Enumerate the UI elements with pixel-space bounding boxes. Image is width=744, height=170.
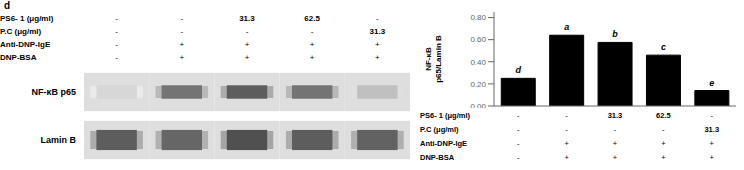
svg-text:e: e	[709, 78, 714, 88]
html-text:31.3: 31.3	[369, 27, 386, 36]
html-text:31.3: 31.3	[607, 110, 623, 120]
html-text:31.3: 31.3	[239, 14, 255, 23]
html-text:62.5: 62.5	[304, 14, 320, 23]
svg-text:a: a	[564, 22, 569, 32]
html-text:DNP-BSA: DNP-BSA	[420, 152, 455, 162]
html-text:Anti-DNP-IgE: Anti-DNP-IgE	[420, 138, 468, 148]
html-text:P.C (μg/ml): P.C (μg/ml)	[0, 27, 42, 36]
svg-text:0.20: 0.20	[470, 80, 486, 89]
svg-text:NF-κBp65/Lamin B: NF-κBp65/Lamin B	[424, 35, 443, 83]
svg-text:0.40: 0.40	[470, 58, 486, 67]
html-text:PS6- 1 (μg/ml): PS6- 1 (μg/ml)	[0, 14, 54, 23]
svg-text:b: b	[612, 29, 618, 39]
svg-text:0.60: 0.60	[470, 35, 486, 44]
svg-text:d: d	[516, 65, 522, 75]
svg-text:c: c	[661, 42, 666, 52]
html-text:PS6- 1 (μg/ml): PS6- 1 (μg/ml)	[420, 110, 470, 120]
svg-text:Lamin B: Lamin B	[40, 135, 76, 145]
svg-text:NF-κB p65: NF-κB p65	[31, 87, 76, 97]
html-text:62.5: 62.5	[656, 110, 671, 120]
html-text:d: d	[4, 0, 11, 11]
html-text:Anti-DNP-IgE: Anti-DNP-IgE	[0, 40, 51, 49]
svg-text:0.80: 0.80	[470, 13, 486, 22]
html-text:DNP-BSA: DNP-BSA	[0, 53, 37, 62]
html-text:31.3: 31.3	[704, 124, 720, 134]
html-text:P.C (μg/ml): P.C (μg/ml)	[420, 124, 459, 134]
svg-text:0.00: 0.00	[470, 102, 486, 108]
